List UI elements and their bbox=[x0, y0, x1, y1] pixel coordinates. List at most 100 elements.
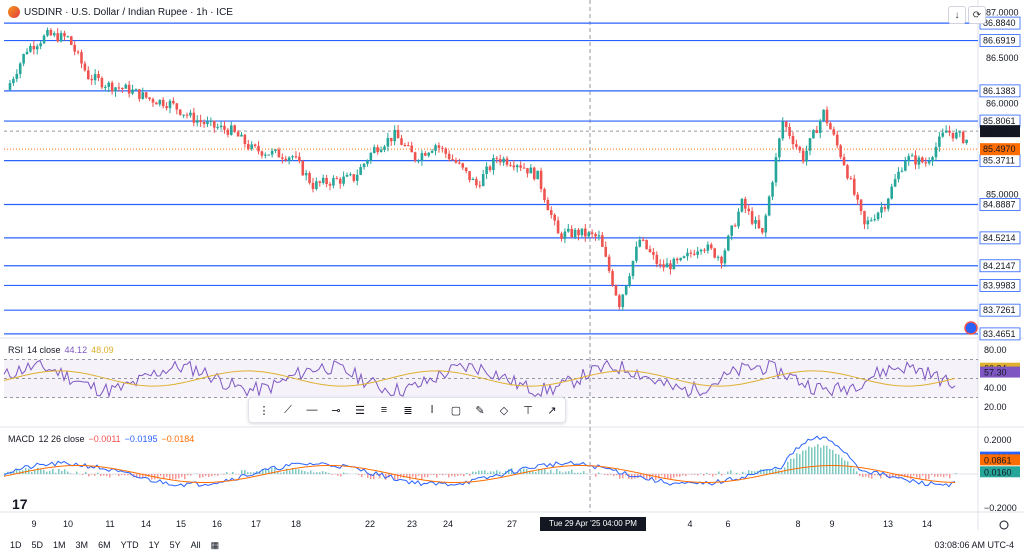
macd-hist-bar bbox=[730, 470, 732, 474]
calendar-icon[interactable]: ▦ bbox=[210, 540, 220, 550]
candle-body bbox=[127, 84, 131, 94]
download-icon[interactable]: ↓ bbox=[948, 6, 966, 24]
candle-body bbox=[635, 246, 638, 261]
macd-hist-bar bbox=[565, 471, 567, 474]
macd-hist-bar bbox=[502, 473, 504, 474]
brush-icon[interactable]: ✎ bbox=[475, 404, 485, 417]
macd-legend: MACD 12 26 close −0.0011 −0.0195 −0.0184 bbox=[8, 434, 198, 444]
candle-body bbox=[246, 144, 250, 149]
candle-body bbox=[686, 252, 689, 257]
tf-6m[interactable]: 6M bbox=[98, 540, 111, 550]
candle-body bbox=[80, 52, 83, 64]
macd-hist-bar bbox=[499, 471, 501, 474]
macd-hist-bar bbox=[793, 458, 795, 474]
candle-body bbox=[389, 137, 393, 142]
candle-body bbox=[376, 147, 379, 153]
macd-hist-bar bbox=[451, 474, 453, 477]
macd-hist-bar bbox=[610, 474, 612, 475]
candle-body bbox=[869, 220, 873, 222]
arrow-line-icon[interactable]: ↗ bbox=[547, 404, 557, 417]
macd-hist-bar bbox=[19, 470, 21, 474]
candle-body bbox=[733, 225, 737, 227]
candle-body bbox=[747, 208, 751, 212]
tf-ytd[interactable]: YTD bbox=[120, 540, 139, 550]
fib-icon[interactable]: ≣ bbox=[403, 404, 413, 417]
macd-hist-bar bbox=[736, 472, 738, 474]
candle-body bbox=[42, 35, 46, 44]
candle-body bbox=[842, 157, 846, 166]
candle-body bbox=[223, 125, 226, 130]
tf-3m[interactable]: 3M bbox=[75, 540, 89, 550]
macd-hist-bar bbox=[871, 474, 873, 479]
candle-body bbox=[335, 178, 339, 180]
macd-hist-bar bbox=[34, 470, 36, 474]
macd-hist-bar bbox=[538, 468, 540, 474]
candle-body bbox=[652, 251, 655, 255]
candle-body bbox=[921, 157, 924, 163]
candle-body bbox=[706, 244, 710, 251]
level-label: 83.4651 bbox=[983, 329, 1016, 339]
candle-body bbox=[784, 121, 788, 127]
macd-level-label: 0.2000 bbox=[984, 435, 1012, 445]
tf-5d[interactable]: 5D bbox=[31, 540, 44, 550]
path-icon[interactable]: ◇ bbox=[499, 404, 509, 417]
macd-hist-bar bbox=[751, 470, 753, 474]
candle-body bbox=[447, 153, 451, 160]
rectangle-icon[interactable]: ▢ bbox=[450, 404, 462, 417]
candle-body bbox=[948, 130, 951, 133]
macd-hist-bar bbox=[946, 474, 948, 476]
candle-body bbox=[846, 165, 849, 179]
tf-1m[interactable]: 1M bbox=[53, 540, 66, 550]
tf-1d[interactable]: 1D bbox=[10, 540, 22, 550]
level-label: 84.2147 bbox=[983, 261, 1016, 271]
candle-body bbox=[788, 126, 791, 137]
tf-all[interactable]: All bbox=[190, 540, 201, 550]
candle-body bbox=[927, 161, 931, 164]
candle-body bbox=[498, 158, 502, 163]
candle-body bbox=[801, 150, 805, 162]
measure-icon[interactable]: ⊤ bbox=[523, 404, 533, 417]
candle-body bbox=[141, 92, 145, 99]
candle-body bbox=[308, 173, 311, 183]
level-label: 83.9983 bbox=[983, 280, 1016, 290]
macd-hist-bar bbox=[277, 471, 279, 474]
candle-body bbox=[573, 229, 577, 237]
candle-body bbox=[100, 78, 104, 88]
trend-line-icon[interactable]: ⟋ bbox=[284, 403, 292, 416]
candle-body bbox=[944, 130, 948, 133]
candle-body bbox=[522, 167, 526, 169]
macd-hist-bar bbox=[925, 474, 927, 480]
candle-body bbox=[393, 129, 396, 142]
macd-hist-bar bbox=[769, 469, 771, 474]
level-label: 86.1383 bbox=[983, 86, 1016, 96]
macd-hist-bar bbox=[955, 473, 957, 474]
macd-hist-bar bbox=[343, 472, 345, 474]
macd-hist-bar bbox=[274, 467, 276, 474]
regression-icon[interactable]: ≡ bbox=[380, 404, 388, 416]
macd-hist-bar bbox=[553, 473, 555, 474]
candle-body bbox=[63, 32, 66, 37]
candle-body bbox=[764, 215, 768, 233]
ray-icon[interactable]: — bbox=[306, 404, 318, 416]
macd-hist-bar bbox=[802, 450, 804, 474]
horizontal-ray-icon[interactable]: ⊸ bbox=[331, 404, 341, 417]
vertical-line-icon[interactable]: ǀ bbox=[430, 404, 434, 416]
us-flag-icon bbox=[964, 321, 978, 335]
drag-handle-icon[interactable]: ⋮ bbox=[258, 404, 270, 417]
tradingview-logo: 17 bbox=[12, 496, 28, 512]
candle-body bbox=[774, 157, 778, 183]
parallel-channel-icon[interactable]: ☰ bbox=[355, 404, 365, 417]
macd-hist-bar bbox=[337, 474, 339, 476]
candle-body bbox=[158, 99, 162, 105]
macd-hist-bar bbox=[670, 474, 672, 480]
tf-1y[interactable]: 1Y bbox=[148, 540, 160, 550]
candle-body bbox=[618, 295, 621, 308]
macd-hist-bar bbox=[208, 474, 210, 477]
macd-hist-bar bbox=[892, 474, 894, 478]
refresh-icon[interactable]: ⟳ bbox=[968, 6, 986, 24]
tf-5y[interactable]: 5Y bbox=[169, 540, 181, 550]
macd-hist-bar bbox=[301, 470, 303, 474]
macd-hist-bar bbox=[745, 473, 747, 474]
candle-body bbox=[18, 63, 22, 74]
